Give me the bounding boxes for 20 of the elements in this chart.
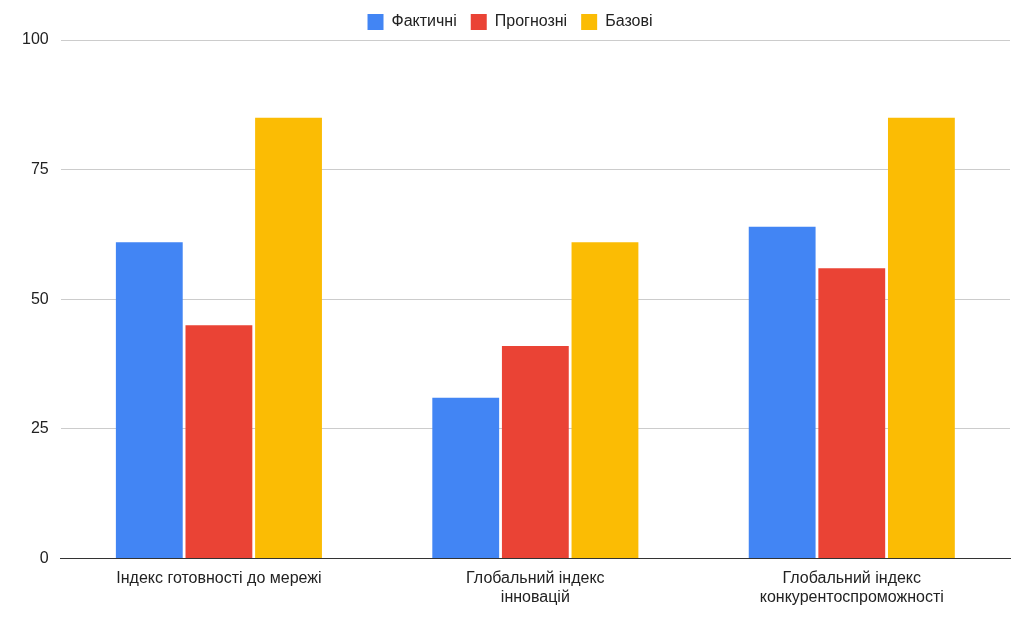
x-tick-label: Глобальний індекс інновацій bbox=[466, 568, 605, 605]
bar bbox=[255, 117, 322, 559]
bar bbox=[115, 242, 183, 559]
bar bbox=[432, 397, 500, 559]
x-tick-label: Індекс готовності до мережі bbox=[116, 568, 322, 586]
bar bbox=[818, 268, 886, 559]
bar bbox=[571, 242, 639, 559]
y-tick-label: 0 bbox=[39, 549, 49, 567]
legend-label: Фактичні bbox=[391, 12, 457, 30]
y-tick-label: 100 bbox=[21, 30, 49, 48]
bar bbox=[501, 345, 569, 559]
y-tick-label: 25 bbox=[30, 419, 49, 437]
bar bbox=[887, 117, 955, 559]
x-tick-label: Глобальний індекс конкурентоспроможності bbox=[759, 568, 944, 605]
legend-label: Базові bbox=[605, 12, 653, 30]
bar bbox=[748, 226, 816, 559]
legend-label: Прогнозні bbox=[494, 12, 568, 30]
y-tick-label: 50 bbox=[30, 289, 49, 307]
y-tick-label: 75 bbox=[30, 160, 49, 178]
bar bbox=[185, 325, 253, 559]
